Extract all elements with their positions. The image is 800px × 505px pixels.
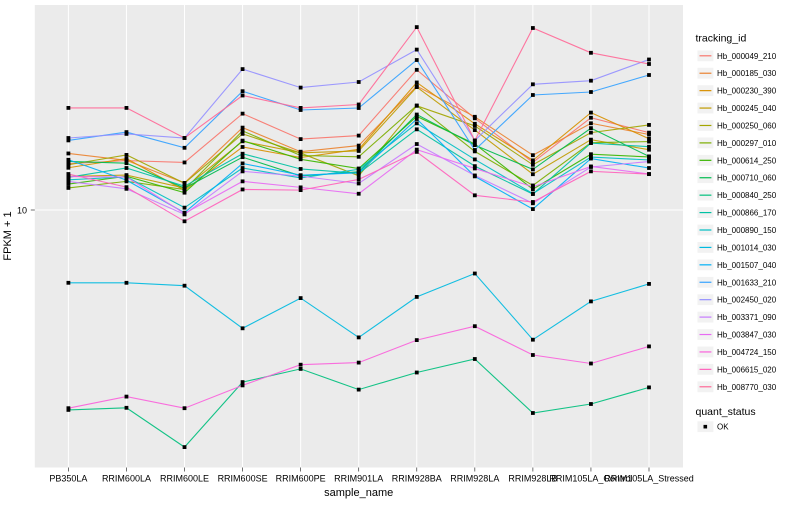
svg-text:RRIM600LA: RRIM600LA — [102, 474, 151, 484]
svg-text:Hb_000230_390: Hb_000230_390 — [717, 87, 777, 96]
svg-text:Hb_000049_210: Hb_000049_210 — [717, 52, 777, 61]
svg-text:Hb_000710_060: Hb_000710_060 — [717, 174, 777, 183]
svg-text:Hb_000840_250: Hb_000840_250 — [717, 191, 777, 200]
svg-text:OK: OK — [717, 423, 729, 432]
svg-text:RRIM600SE: RRIM600SE — [218, 474, 268, 484]
svg-text:Hb_000250_060: Hb_000250_060 — [717, 121, 777, 130]
svg-text:Hb_006615_020: Hb_006615_020 — [717, 365, 777, 374]
svg-text:Hb_000866_170: Hb_000866_170 — [717, 209, 777, 218]
svg-text:Hb_000614_250: Hb_000614_250 — [717, 156, 777, 165]
svg-text:Hb_000297_010: Hb_000297_010 — [717, 139, 777, 148]
svg-text:Hb_001014_030: Hb_001014_030 — [717, 243, 777, 252]
svg-text:Hb_000890_150: Hb_000890_150 — [717, 226, 777, 235]
svg-text:RRIM928LA: RRIM928LA — [450, 474, 499, 484]
svg-text:Hb_008770_030: Hb_008770_030 — [717, 383, 777, 392]
svg-text:Hb_004724_150: Hb_004724_150 — [717, 348, 777, 357]
svg-text:sample_name: sample_name — [324, 487, 393, 499]
svg-text:Hb_001507_040: Hb_001507_040 — [717, 261, 777, 270]
svg-text:quant_status: quant_status — [696, 406, 756, 418]
svg-text:Hb_002450_020: Hb_002450_020 — [717, 296, 777, 305]
svg-text:Hb_001633_210: Hb_001633_210 — [717, 278, 777, 287]
svg-text:Hb_000245_040: Hb_000245_040 — [717, 104, 777, 113]
svg-text:RRIM600LE: RRIM600LE — [160, 474, 209, 484]
svg-text:FPKM + 1: FPKM + 1 — [2, 211, 14, 260]
svg-text:RRIM600PE: RRIM600PE — [276, 474, 326, 484]
svg-text:PB350LA: PB350LA — [49, 474, 87, 484]
svg-text:Hb_003371_090: Hb_003371_090 — [717, 313, 777, 322]
svg-text:Hb_000185_030: Hb_000185_030 — [717, 69, 777, 78]
svg-text:RRIM901LA: RRIM901LA — [334, 474, 383, 484]
svg-text:tracking_id: tracking_id — [696, 33, 747, 45]
svg-text:RRIM928BA: RRIM928BA — [392, 474, 442, 484]
svg-text:RRIM105LA_Stressed: RRIM105LA_Stressed — [604, 474, 694, 484]
svg-text:10: 10 — [17, 206, 27, 216]
svg-text:Hb_003847_030: Hb_003847_030 — [717, 331, 777, 340]
